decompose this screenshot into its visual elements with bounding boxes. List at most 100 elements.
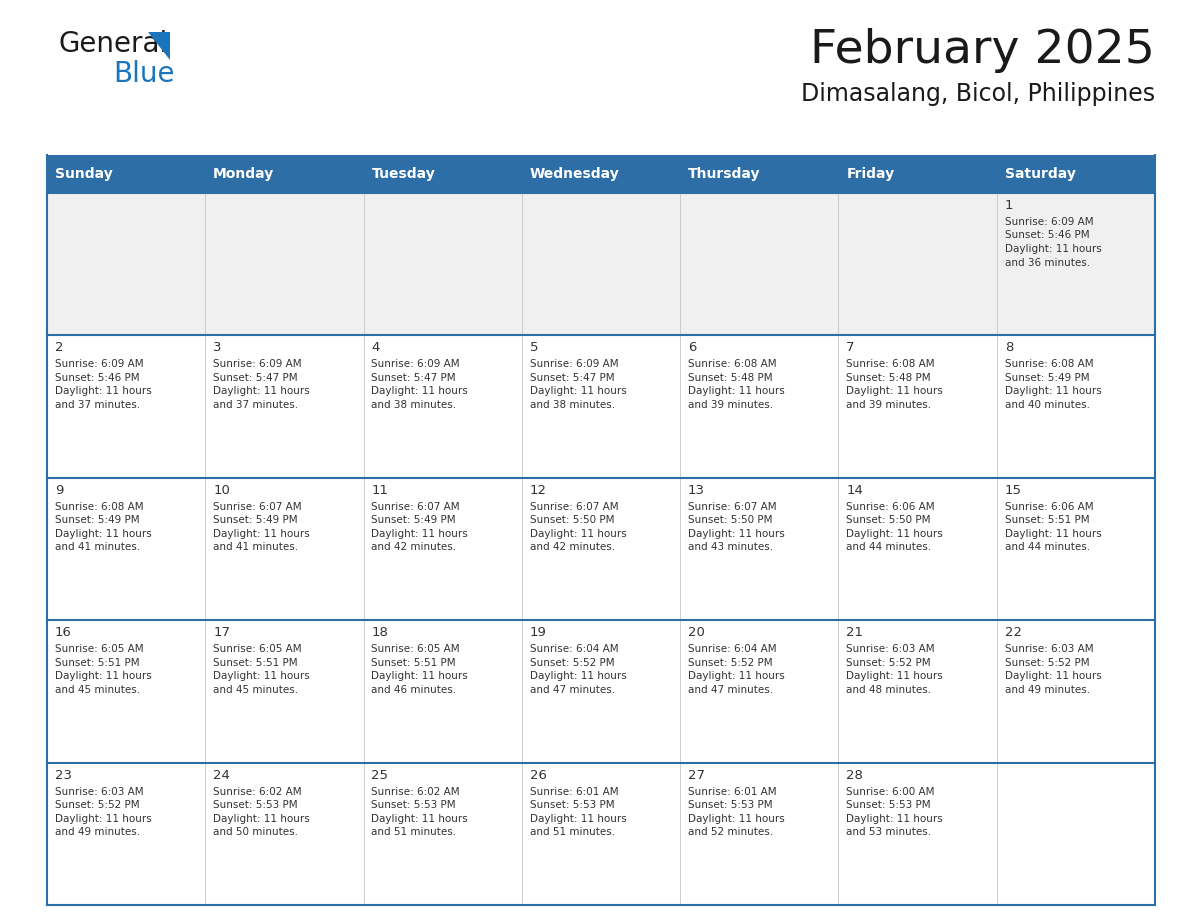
Text: Wednesday: Wednesday xyxy=(530,167,619,181)
Text: and 44 minutes.: and 44 minutes. xyxy=(1005,543,1089,553)
Text: Sunset: 5:51 PM: Sunset: 5:51 PM xyxy=(55,657,139,667)
Text: Sunrise: 6:07 AM: Sunrise: 6:07 AM xyxy=(530,502,619,512)
Text: Daylight: 11 hours: Daylight: 11 hours xyxy=(1005,529,1101,539)
Text: Sunset: 5:51 PM: Sunset: 5:51 PM xyxy=(372,657,456,667)
Text: 20: 20 xyxy=(688,626,704,639)
Text: Sunday: Sunday xyxy=(55,167,113,181)
Text: 13: 13 xyxy=(688,484,704,497)
Bar xyxy=(839,477,997,621)
Text: Sunrise: 6:03 AM: Sunrise: 6:03 AM xyxy=(55,787,144,797)
Bar xyxy=(839,193,997,335)
Text: and 44 minutes.: and 44 minutes. xyxy=(846,543,931,553)
Text: Sunrise: 6:09 AM: Sunrise: 6:09 AM xyxy=(213,360,302,369)
Bar xyxy=(48,335,206,477)
Text: Daylight: 11 hours: Daylight: 11 hours xyxy=(688,529,785,539)
Text: Sunset: 5:52 PM: Sunset: 5:52 PM xyxy=(688,657,772,667)
Text: Sunset: 5:49 PM: Sunset: 5:49 PM xyxy=(55,515,139,525)
Bar xyxy=(997,155,1155,193)
Text: Sunrise: 6:08 AM: Sunrise: 6:08 AM xyxy=(55,502,144,512)
Text: and 48 minutes.: and 48 minutes. xyxy=(846,685,931,695)
Text: Sunrise: 6:05 AM: Sunrise: 6:05 AM xyxy=(55,644,144,655)
Text: 19: 19 xyxy=(530,626,546,639)
Text: 15: 15 xyxy=(1005,484,1022,497)
Text: Thursday: Thursday xyxy=(688,167,760,181)
Text: Sunrise: 6:03 AM: Sunrise: 6:03 AM xyxy=(846,644,935,655)
Text: Sunset: 5:47 PM: Sunset: 5:47 PM xyxy=(213,373,298,383)
Text: Sunset: 5:52 PM: Sunset: 5:52 PM xyxy=(530,657,614,667)
Text: 1: 1 xyxy=(1005,199,1013,212)
Text: Daylight: 11 hours: Daylight: 11 hours xyxy=(846,386,943,397)
Text: and 45 minutes.: and 45 minutes. xyxy=(55,685,140,695)
Text: Sunset: 5:48 PM: Sunset: 5:48 PM xyxy=(846,373,931,383)
Text: 8: 8 xyxy=(1005,341,1013,354)
Bar xyxy=(206,335,364,477)
Text: and 37 minutes.: and 37 minutes. xyxy=(213,400,298,410)
Text: Sunrise: 6:01 AM: Sunrise: 6:01 AM xyxy=(530,787,619,797)
Bar xyxy=(48,621,206,763)
Text: Sunset: 5:51 PM: Sunset: 5:51 PM xyxy=(213,657,298,667)
Text: Sunrise: 6:06 AM: Sunrise: 6:06 AM xyxy=(1005,502,1093,512)
Text: Sunrise: 6:09 AM: Sunrise: 6:09 AM xyxy=(530,360,619,369)
Text: 2: 2 xyxy=(55,341,63,354)
Text: Sunset: 5:53 PM: Sunset: 5:53 PM xyxy=(530,800,614,810)
Bar xyxy=(206,477,364,621)
Bar xyxy=(839,155,997,193)
Text: and 38 minutes.: and 38 minutes. xyxy=(372,400,456,410)
Text: Sunrise: 6:01 AM: Sunrise: 6:01 AM xyxy=(688,787,777,797)
Text: Sunset: 5:48 PM: Sunset: 5:48 PM xyxy=(688,373,772,383)
Text: 9: 9 xyxy=(55,484,63,497)
Bar xyxy=(839,763,997,905)
Text: General: General xyxy=(58,30,168,58)
Text: 23: 23 xyxy=(55,768,72,781)
Text: Daylight: 11 hours: Daylight: 11 hours xyxy=(530,813,626,823)
Text: 25: 25 xyxy=(372,768,388,781)
Text: and 41 minutes.: and 41 minutes. xyxy=(213,543,298,553)
Text: Daylight: 11 hours: Daylight: 11 hours xyxy=(530,671,626,681)
Text: Dimasalang, Bicol, Philippines: Dimasalang, Bicol, Philippines xyxy=(801,82,1155,106)
Text: Sunset: 5:47 PM: Sunset: 5:47 PM xyxy=(372,373,456,383)
Text: 16: 16 xyxy=(55,626,71,639)
Text: February 2025: February 2025 xyxy=(810,28,1155,73)
Text: Blue: Blue xyxy=(113,60,175,88)
Text: and 41 minutes.: and 41 minutes. xyxy=(55,543,140,553)
Bar xyxy=(48,155,206,193)
Text: and 51 minutes.: and 51 minutes. xyxy=(530,827,615,837)
Text: Sunset: 5:50 PM: Sunset: 5:50 PM xyxy=(530,515,614,525)
Text: and 49 minutes.: and 49 minutes. xyxy=(1005,685,1089,695)
Bar xyxy=(997,477,1155,621)
Bar xyxy=(681,477,839,621)
Text: Daylight: 11 hours: Daylight: 11 hours xyxy=(372,529,468,539)
Text: Daylight: 11 hours: Daylight: 11 hours xyxy=(530,386,626,397)
Text: 28: 28 xyxy=(846,768,864,781)
Text: 22: 22 xyxy=(1005,626,1022,639)
Text: Sunset: 5:47 PM: Sunset: 5:47 PM xyxy=(530,373,614,383)
Bar xyxy=(48,477,206,621)
Bar xyxy=(681,335,839,477)
Text: Friday: Friday xyxy=(846,167,895,181)
Text: and 47 minutes.: and 47 minutes. xyxy=(530,685,615,695)
Text: 11: 11 xyxy=(372,484,388,497)
Text: Sunset: 5:53 PM: Sunset: 5:53 PM xyxy=(372,800,456,810)
Bar xyxy=(522,621,681,763)
Bar xyxy=(206,621,364,763)
Bar xyxy=(522,193,681,335)
Text: Daylight: 11 hours: Daylight: 11 hours xyxy=(846,529,943,539)
Text: Sunrise: 6:02 AM: Sunrise: 6:02 AM xyxy=(372,787,460,797)
Text: Daylight: 11 hours: Daylight: 11 hours xyxy=(846,813,943,823)
Text: 17: 17 xyxy=(213,626,230,639)
Text: Sunset: 5:46 PM: Sunset: 5:46 PM xyxy=(1005,230,1089,241)
Bar xyxy=(997,763,1155,905)
Text: Daylight: 11 hours: Daylight: 11 hours xyxy=(688,813,785,823)
Text: Sunrise: 6:00 AM: Sunrise: 6:00 AM xyxy=(846,787,935,797)
Text: and 38 minutes.: and 38 minutes. xyxy=(530,400,615,410)
Text: Sunrise: 6:07 AM: Sunrise: 6:07 AM xyxy=(213,502,302,512)
Bar xyxy=(681,763,839,905)
Text: Sunset: 5:49 PM: Sunset: 5:49 PM xyxy=(1005,373,1089,383)
Bar xyxy=(364,621,522,763)
Bar xyxy=(681,155,839,193)
Text: Sunset: 5:46 PM: Sunset: 5:46 PM xyxy=(55,373,139,383)
Bar xyxy=(681,621,839,763)
Text: Daylight: 11 hours: Daylight: 11 hours xyxy=(1005,244,1101,254)
Text: Sunset: 5:53 PM: Sunset: 5:53 PM xyxy=(846,800,931,810)
Text: 26: 26 xyxy=(530,768,546,781)
